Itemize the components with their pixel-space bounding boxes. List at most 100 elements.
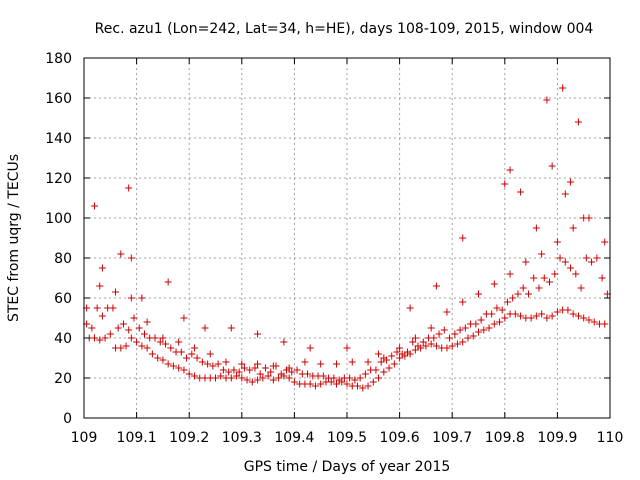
data-point bbox=[375, 374, 383, 382]
data-point bbox=[225, 368, 233, 376]
x-tick-label: 109.8 bbox=[485, 430, 525, 446]
data-point bbox=[301, 358, 309, 366]
data-point bbox=[230, 366, 238, 374]
data-point bbox=[214, 360, 222, 368]
data-point bbox=[177, 348, 185, 356]
data-point bbox=[461, 324, 469, 332]
data-point bbox=[567, 178, 575, 186]
data-point bbox=[156, 338, 164, 346]
data-point bbox=[380, 354, 388, 362]
data-point bbox=[377, 358, 385, 366]
data-point bbox=[577, 284, 585, 292]
x-tick-label: 109.1 bbox=[117, 430, 157, 446]
data-point bbox=[388, 352, 396, 360]
data-point bbox=[598, 274, 606, 282]
data-point bbox=[293, 366, 301, 374]
y-tick-label: 60 bbox=[54, 291, 72, 307]
data-point bbox=[159, 334, 167, 342]
data-point bbox=[364, 358, 372, 366]
data-point bbox=[582, 254, 590, 262]
data-point bbox=[511, 310, 519, 318]
data-point bbox=[411, 346, 419, 354]
data-point bbox=[585, 316, 593, 324]
data-point bbox=[403, 348, 411, 356]
data-point bbox=[540, 274, 548, 282]
data-point bbox=[440, 326, 448, 334]
data-point bbox=[235, 368, 243, 376]
data-point bbox=[343, 380, 351, 388]
x-tick-label: 109.3 bbox=[222, 430, 262, 446]
data-point bbox=[548, 312, 556, 320]
data-point bbox=[538, 310, 546, 318]
data-point bbox=[133, 338, 141, 346]
data-point bbox=[117, 250, 125, 258]
data-point bbox=[209, 362, 217, 370]
data-point bbox=[375, 350, 383, 358]
data-point bbox=[246, 366, 254, 374]
data-point bbox=[264, 372, 272, 380]
y-tick-label: 100 bbox=[45, 211, 72, 227]
data-point bbox=[311, 382, 319, 390]
data-point bbox=[222, 358, 230, 366]
data-point bbox=[593, 254, 601, 262]
data-point bbox=[419, 338, 427, 346]
data-point bbox=[443, 344, 451, 352]
data-point bbox=[227, 324, 235, 332]
data-point bbox=[304, 370, 312, 378]
y-tick-label: 40 bbox=[54, 331, 72, 347]
data-point bbox=[519, 284, 527, 292]
data-point bbox=[472, 320, 480, 328]
data-point bbox=[459, 338, 467, 346]
data-point bbox=[317, 380, 325, 388]
data-point bbox=[175, 338, 183, 346]
data-point bbox=[543, 314, 551, 322]
data-point bbox=[459, 298, 467, 306]
data-point bbox=[390, 360, 398, 368]
data-point bbox=[327, 378, 335, 386]
data-point bbox=[180, 314, 188, 322]
data-point bbox=[456, 326, 464, 334]
data-point bbox=[125, 326, 133, 334]
data-point bbox=[122, 342, 130, 350]
data-point bbox=[346, 374, 354, 382]
data-point bbox=[162, 340, 170, 348]
data-point bbox=[372, 366, 380, 374]
data-point bbox=[175, 364, 183, 372]
data-point bbox=[356, 374, 364, 382]
x-tick-label: 109.6 bbox=[380, 430, 420, 446]
data-point bbox=[288, 368, 296, 376]
data-point bbox=[556, 254, 564, 262]
x-tick-label: 109.2 bbox=[169, 430, 209, 446]
data-point bbox=[96, 282, 104, 290]
data-point bbox=[485, 324, 493, 332]
data-point bbox=[564, 306, 572, 314]
data-point bbox=[127, 334, 135, 342]
data-point bbox=[148, 350, 156, 358]
data-point bbox=[233, 372, 241, 380]
data-point bbox=[112, 288, 120, 296]
data-point bbox=[517, 312, 525, 320]
data-point bbox=[535, 284, 543, 292]
data-point bbox=[275, 374, 283, 382]
data-point bbox=[285, 374, 293, 382]
data-point bbox=[459, 234, 467, 242]
data-point bbox=[590, 318, 598, 326]
data-point bbox=[256, 370, 264, 378]
data-point bbox=[190, 372, 198, 380]
data-point bbox=[524, 290, 532, 298]
y-tick-label: 0 bbox=[63, 411, 72, 427]
data-point bbox=[354, 382, 362, 390]
data-point bbox=[530, 274, 538, 282]
y-tick-label: 20 bbox=[54, 371, 72, 387]
data-point bbox=[164, 278, 172, 286]
data-point bbox=[117, 344, 125, 352]
data-point bbox=[219, 366, 227, 374]
data-point bbox=[488, 310, 496, 318]
data-point bbox=[167, 344, 175, 352]
data-point bbox=[427, 340, 435, 348]
data-point bbox=[254, 360, 262, 368]
data-point bbox=[332, 360, 340, 368]
data-point bbox=[280, 338, 288, 346]
data-point bbox=[306, 380, 314, 388]
data-point bbox=[269, 362, 277, 370]
